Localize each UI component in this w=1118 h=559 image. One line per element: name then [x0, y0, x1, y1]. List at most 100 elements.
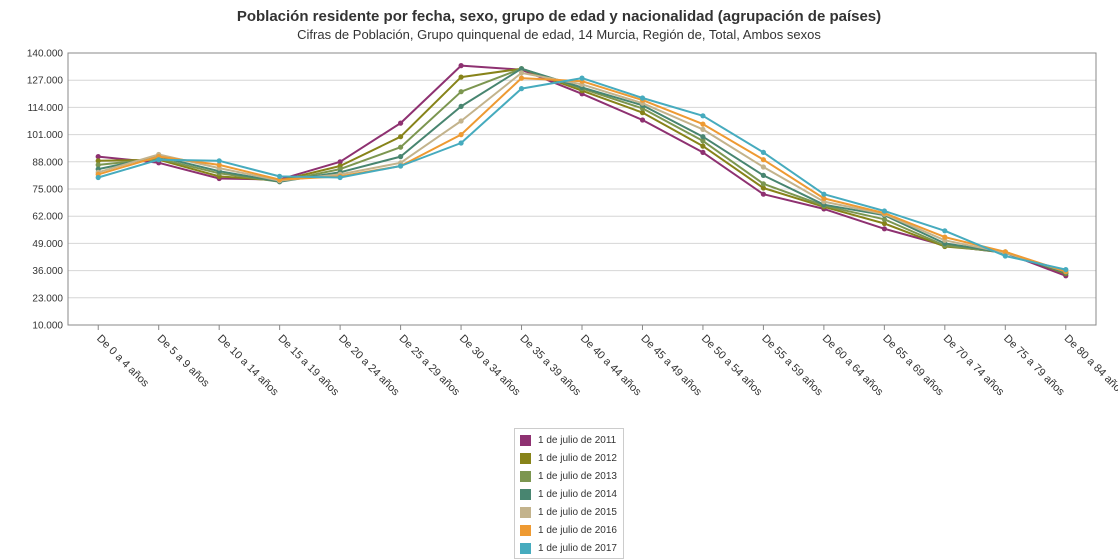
data-point[interactable]: [639, 117, 646, 123]
data-point[interactable]: [760, 164, 767, 170]
data-point[interactable]: [881, 216, 888, 222]
x-axis: De 0 a 4 años De 5 a 9 años De 10 a 14 año…: [94, 325, 1118, 399]
x-tick-label: De 0 a 4 años: [94, 333, 151, 390]
data-point[interactable]: [1002, 249, 1008, 255]
data-point[interactable]: [881, 226, 888, 232]
data-point[interactable]: [760, 181, 767, 187]
x-tick-label: De 15 a 19 años: [276, 333, 342, 399]
x-tick-label: De 5 a 9 años: [155, 333, 212, 390]
data-point[interactable]: [458, 118, 464, 124]
plot-frame: [67, 52, 1097, 326]
legend-item[interactable]: 1 de julio de 2014: [515, 485, 623, 503]
legend-label: 1 de julio de 2016: [538, 524, 617, 536]
y-tick-label: 10.000: [32, 321, 63, 332]
data-point[interactable]: [277, 173, 283, 179]
legend-swatch: [520, 506, 531, 518]
y-tick-label: 75.000: [32, 185, 63, 196]
data-point[interactable]: [942, 228, 948, 234]
data-point[interactable]: [398, 154, 404, 160]
legend-swatch: [520, 488, 531, 500]
data-point[interactable]: [458, 132, 464, 138]
data-point[interactable]: [458, 63, 464, 69]
x-tick-label: De 75 a 79 años: [1001, 333, 1067, 399]
data-point[interactable]: [398, 163, 404, 169]
legend-label: 1 de julio de 2017: [538, 542, 617, 554]
data-point[interactable]: [216, 158, 222, 164]
data-point[interactable]: [881, 208, 888, 214]
x-tick-label: De 10 a 14 años: [215, 333, 281, 399]
data-point[interactable]: [398, 120, 404, 126]
data-point[interactable]: [639, 95, 646, 101]
y-axis: 10.000 23.000 36.000 49.000 62.000 75.000 88.0…: [27, 49, 64, 332]
x-tick-label: De 50 a 54 años: [699, 333, 765, 399]
chart-title: Población residente por fecha, sexo, gru…: [236, 8, 882, 25]
legend-swatch: [520, 542, 531, 554]
data-point[interactable]: [821, 191, 827, 197]
data-point[interactable]: [458, 103, 464, 109]
legend-swatch: [520, 524, 531, 536]
data-point[interactable]: [700, 134, 706, 140]
legend-label: 1 de julio de 2012: [538, 452, 617, 464]
data-point[interactable]: [942, 234, 948, 240]
data-point[interactable]: [579, 75, 585, 81]
legend-label: 1 de julio de 2014: [538, 488, 617, 500]
data-point[interactable]: [398, 144, 404, 150]
legend-swatch: [520, 434, 531, 446]
chart-subtitle: Cifras de Población, Grupo quinquenal de…: [297, 27, 821, 42]
data-point[interactable]: [700, 149, 706, 155]
data-point[interactable]: [95, 154, 101, 160]
data-point[interactable]: [760, 172, 767, 178]
legend-item[interactable]: 1 de julio de 2011: [515, 431, 623, 449]
x-tick-label: De 55 a 59 años: [759, 333, 825, 399]
data-point[interactable]: [95, 162, 101, 168]
data-point[interactable]: [95, 158, 101, 164]
x-tick-label: De 65 a 69 años: [880, 333, 946, 399]
x-tick-label: De 40 a 44 años: [578, 333, 644, 399]
data-point[interactable]: [700, 126, 706, 132]
data-point[interactable]: [760, 149, 767, 155]
data-point[interactable]: [518, 66, 525, 72]
legend-item[interactable]: 1 de julio de 2012: [515, 449, 623, 467]
x-tick-label: De 30 a 34 años: [457, 333, 523, 399]
y-tick-label: 36.000: [32, 266, 63, 277]
data-point[interactable]: [881, 220, 888, 227]
y-tick-label: 140.000: [27, 49, 64, 60]
data-point[interactable]: [760, 157, 767, 163]
data-point[interactable]: [700, 138, 706, 144]
data-point[interactable]: [458, 74, 464, 80]
data-point[interactable]: [398, 134, 404, 140]
y-tick-label: 62.000: [32, 212, 63, 223]
data-point[interactable]: [700, 113, 706, 119]
data-point[interactable]: [216, 162, 222, 168]
legend-label: 1 de julio de 2013: [538, 470, 617, 482]
data-point[interactable]: [700, 121, 706, 127]
x-tick-label: De 60 a 64 años: [820, 333, 886, 399]
legend-label: 1 de julio de 2015: [538, 506, 617, 518]
legend-item[interactable]: 1 de julio de 2017: [515, 539, 623, 557]
legend-item[interactable]: 1 de julio de 2013: [515, 467, 623, 485]
data-point[interactable]: [639, 110, 646, 116]
data-point[interactable]: [518, 75, 525, 81]
data-point[interactable]: [458, 140, 464, 146]
legend-item[interactable]: 1 de julio de 2015: [515, 503, 623, 521]
x-tick-label: De 35 a 39 años: [517, 333, 583, 399]
data-point[interactable]: [95, 174, 101, 181]
legend-swatch: [520, 470, 531, 482]
data-point[interactable]: [760, 191, 767, 197]
data-point[interactable]: [156, 157, 162, 163]
legend-item[interactable]: 1 de julio de 2016: [515, 521, 623, 539]
y-tick-label: 101.000: [27, 130, 64, 141]
data-point[interactable]: [700, 143, 706, 149]
y-tick-label: 23.000: [32, 293, 63, 304]
data-point[interactable]: [337, 159, 343, 165]
x-tick-label: De 70 a 74 años: [941, 333, 1007, 399]
data-point[interactable]: [821, 195, 827, 201]
data-point[interactable]: [760, 185, 767, 191]
y-tick-label: 49.000: [32, 239, 63, 250]
data-point[interactable]: [518, 70, 525, 76]
data-point[interactable]: [1063, 267, 1069, 273]
data-point[interactable]: [458, 89, 464, 95]
data-point[interactable]: [518, 86, 525, 92]
data-point[interactable]: [1002, 253, 1008, 259]
data-point[interactable]: [337, 174, 343, 181]
